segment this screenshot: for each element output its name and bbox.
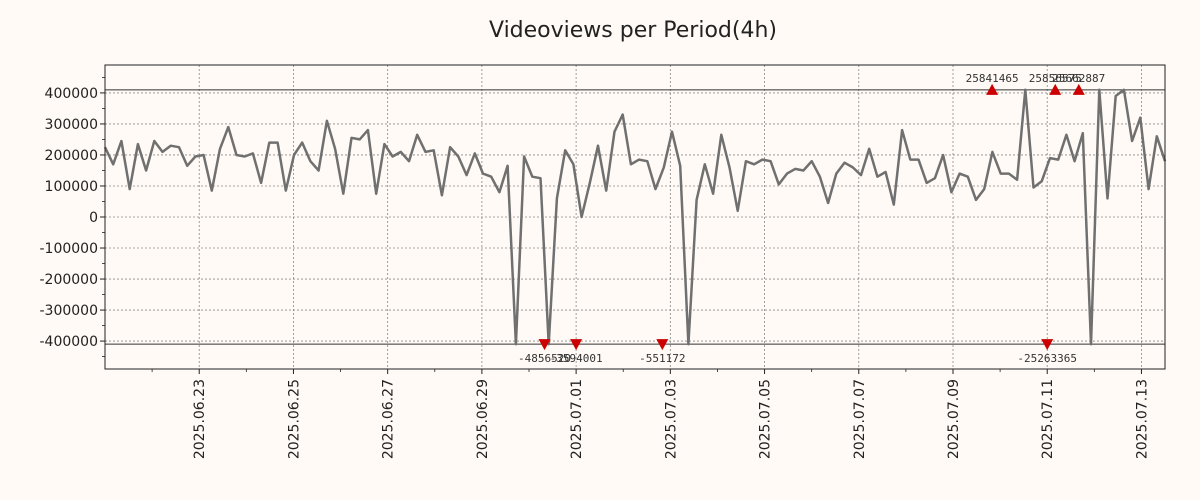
y-tick-label: -300000: [40, 303, 99, 319]
y-tick-label: 0: [89, 210, 98, 226]
y-tick-label: 200000: [45, 148, 98, 164]
outlier-marker: [1072, 83, 1085, 95]
plot-frame: [104, 64, 1166, 370]
y-tick-label: 400000: [45, 86, 98, 102]
x-tick-label: 2025.07.13: [1134, 379, 1150, 459]
x-tick-label: 2025.07.09: [946, 379, 962, 459]
x-tick-label: 2025.06.23: [192, 379, 208, 459]
outlier-marker: [1049, 83, 1062, 95]
outlier-marker: [1041, 339, 1054, 351]
outlier-marker: [986, 83, 999, 95]
outlier-label: -25263365: [1017, 352, 1077, 365]
x-tick-label: 2025.06.27: [381, 379, 397, 459]
x-tick-label: 2025.06.25: [286, 379, 302, 459]
series-line-videoviews: [103, 88, 1167, 346]
y-tick-label: -100000: [40, 241, 99, 257]
y-tick-label: -400000: [40, 334, 99, 350]
outlier-label: 25856575: [1029, 72, 1082, 85]
y-tick-label: 300000: [45, 117, 98, 133]
outlier-label: 25841465: [966, 72, 1019, 85]
outlier-marker: [538, 339, 551, 351]
x-tick-label: 2025.07.11: [1040, 379, 1056, 459]
x-tick-label: 2025.07.05: [758, 379, 774, 459]
y-tick-label: 100000: [45, 179, 98, 195]
outlier-label: -551172: [639, 352, 685, 365]
outlier-label: -4856520: [518, 352, 571, 365]
outlier-label: -3594001: [550, 352, 603, 365]
outlier-marker: [656, 339, 669, 351]
y-tick-label: -200000: [40, 272, 99, 288]
chart-title: Videoviews per Period(4h): [489, 18, 777, 43]
outlier-marker: [570, 339, 583, 351]
x-tick-label: 2025.07.07: [852, 379, 868, 459]
x-tick-label: 2025.07.03: [663, 379, 679, 459]
outlier-label: 25662887: [1052, 72, 1105, 85]
x-tick-label: 2025.06.29: [475, 379, 491, 459]
x-tick-label: 2025.07.01: [569, 379, 585, 459]
